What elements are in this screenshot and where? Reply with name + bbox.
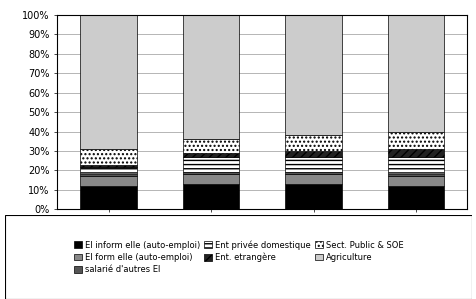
Bar xyxy=(182,15,239,139)
Bar xyxy=(182,157,239,172)
Bar xyxy=(80,167,137,174)
Bar xyxy=(80,15,137,149)
Bar xyxy=(285,184,341,209)
Bar xyxy=(387,149,444,157)
Bar xyxy=(80,186,137,209)
Bar xyxy=(285,135,341,151)
Bar xyxy=(285,15,341,135)
Bar xyxy=(182,184,239,209)
Legend: El inform elle (auto-emploi), El form elle (auto-emploi), salarié d'autres El, E: El inform elle (auto-emploi), El form el… xyxy=(70,237,406,277)
Bar xyxy=(182,139,239,153)
Bar xyxy=(80,149,137,164)
Bar xyxy=(285,174,341,184)
Bar xyxy=(80,176,137,186)
Bar xyxy=(182,174,239,184)
Bar xyxy=(80,164,137,167)
Bar xyxy=(387,15,444,132)
Bar xyxy=(387,132,444,149)
Bar xyxy=(285,157,341,172)
FancyBboxPatch shape xyxy=(5,215,471,299)
Bar xyxy=(182,153,239,157)
Bar xyxy=(285,151,341,157)
Bar xyxy=(80,174,137,176)
Bar xyxy=(387,186,444,209)
Bar xyxy=(285,172,341,174)
Bar xyxy=(387,157,444,174)
Bar xyxy=(182,172,239,174)
Bar xyxy=(387,174,444,176)
Bar xyxy=(387,176,444,186)
